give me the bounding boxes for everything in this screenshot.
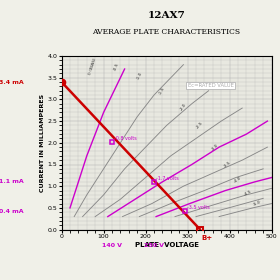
- Text: 0.4 mA: 0.4 mA: [0, 209, 24, 214]
- Text: -1.5: -1.5: [158, 86, 166, 95]
- Text: -3.5 volts: -3.5 volts: [187, 205, 210, 210]
- Text: 0 (BIAS): 0 (BIAS): [88, 58, 98, 76]
- Text: -4.5: -4.5: [244, 189, 253, 197]
- Text: -4.0: -4.0: [233, 176, 243, 184]
- Text: -2.5: -2.5: [196, 121, 204, 130]
- Text: AVERAGE PLATE CHARACTERISTICS: AVERAGE PLATE CHARACTERISTICS: [92, 28, 241, 36]
- Text: -2.0: -2.0: [179, 102, 188, 112]
- Y-axis label: CURRENT IN MILLIAMPERES: CURRENT IN MILLIAMPERES: [40, 94, 45, 192]
- Text: -3.0: -3.0: [211, 143, 219, 151]
- Text: -1.7 volts: -1.7 volts: [156, 176, 178, 181]
- Text: Ec=RATED VALUE: Ec=RATED VALUE: [188, 83, 234, 88]
- Text: B+: B+: [201, 235, 212, 241]
- Text: 1.1 mA: 1.1 mA: [0, 179, 24, 184]
- Text: -0.5: -0.5: [113, 62, 120, 72]
- Text: -0.8 volts: -0.8 volts: [114, 136, 136, 141]
- Text: 140 V: 140 V: [102, 244, 122, 248]
- Text: -3.5: -3.5: [223, 160, 232, 169]
- Text: 3.4 mA: 3.4 mA: [0, 80, 24, 85]
- Text: -5.0: -5.0: [252, 200, 262, 207]
- Text: 250 V: 250 V: [144, 244, 164, 248]
- Text: -1.0: -1.0: [136, 71, 143, 80]
- Text: 12AX7: 12AX7: [148, 11, 185, 20]
- X-axis label: PLATE  VOLTAGE: PLATE VOLTAGE: [135, 242, 199, 248]
